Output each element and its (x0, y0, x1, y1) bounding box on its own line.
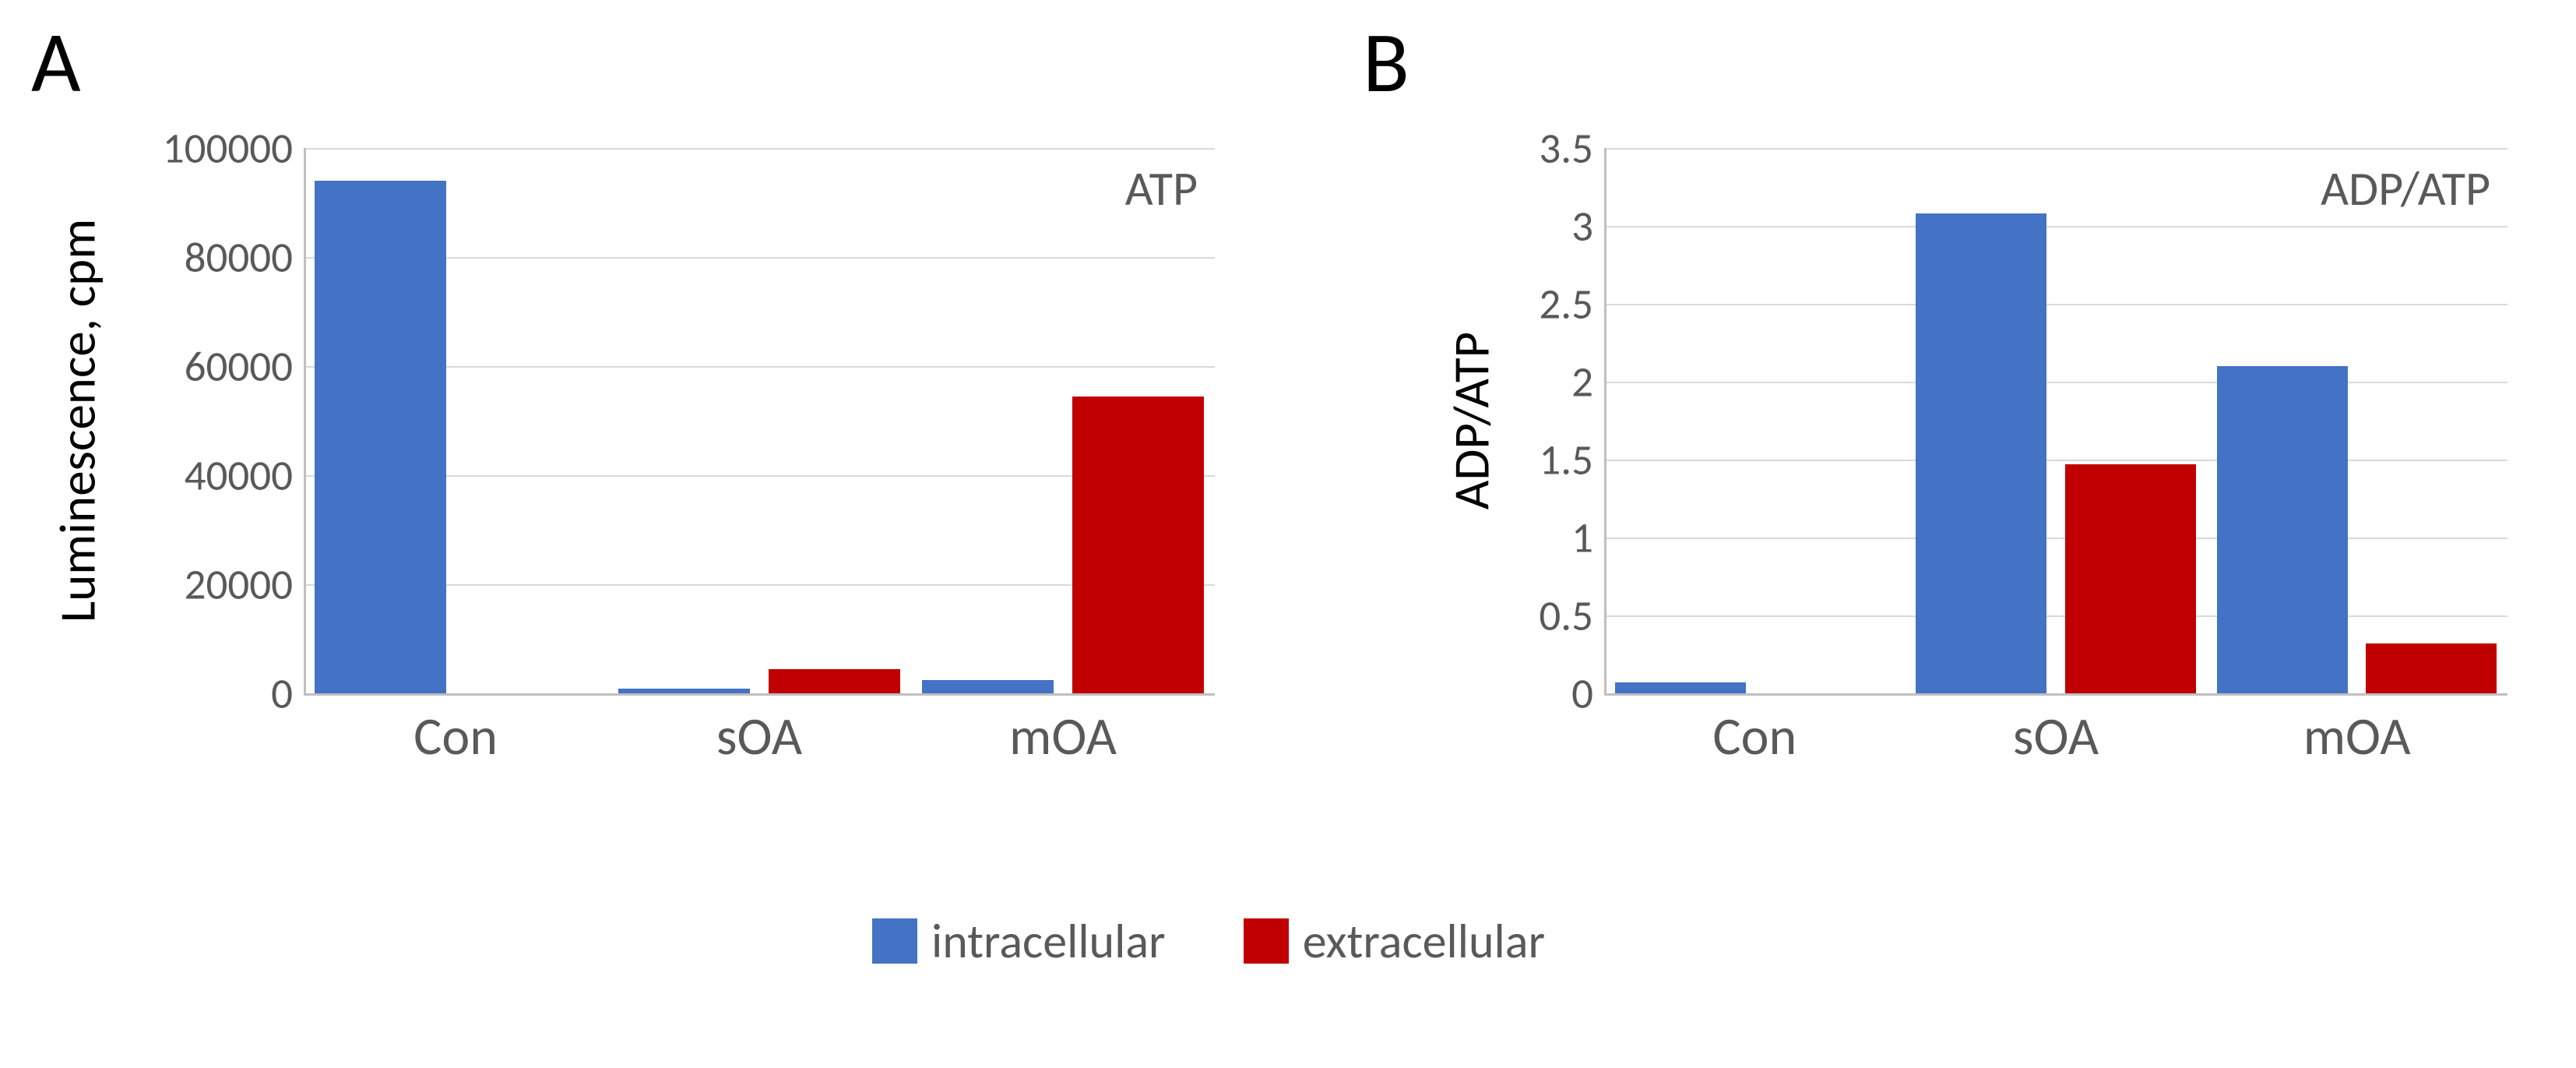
legend-label: intracellular (931, 911, 1166, 971)
ytick-label: 20000 (185, 559, 304, 611)
ytick-label: 0 (1571, 668, 1604, 720)
ytick-label: 3 (1571, 200, 1604, 252)
legend-item: intracellular (872, 911, 1166, 971)
bar (1072, 397, 1205, 694)
x-axis-line (304, 693, 1215, 696)
xtick-label: mOA (2303, 693, 2411, 769)
bar (2217, 366, 2348, 693)
ytick-label: 40000 (185, 449, 304, 502)
chart-b-frame: ADP/ATP 00.511.522.533.5ConsOAmOA ADP/AT… (1495, 125, 2523, 763)
figure-root: A B ATP 020000400006000080000100000ConsO… (0, 0, 2576, 1068)
y-axis-line (1604, 148, 1606, 693)
x-axis-line (1604, 693, 2507, 696)
legend-item: extracellular (1244, 911, 1545, 971)
bar (1916, 213, 2046, 693)
y-axis-line (304, 148, 306, 693)
chart-b-ylabel: ADP/ATP (1441, 332, 1503, 509)
xtick-label: Con (1712, 693, 1797, 769)
bar (2366, 643, 2497, 693)
ytick-label: 100000 (163, 122, 304, 174)
panel-label-a: A (31, 9, 81, 115)
bar (922, 680, 1054, 694)
xtick-label: sOA (716, 693, 802, 769)
ytick-label: 0.5 (1539, 590, 1604, 642)
xtick-label: sOA (2013, 693, 2099, 769)
xtick-label: mOA (1009, 693, 1117, 769)
bars-layer (1604, 148, 2507, 693)
ytick-label: 3.5 (1539, 122, 1604, 174)
ytick-label: 2.5 (1539, 278, 1604, 330)
ytick-label: 0 (271, 668, 304, 720)
chart-a-ylabel: Luminescence, cpm (48, 219, 109, 623)
legend-label: extracellular (1303, 911, 1545, 971)
bars-layer (304, 148, 1215, 693)
ytick-label: 2 (1571, 356, 1604, 408)
panel-label-b: B (1363, 9, 1409, 115)
xtick-label: Con (413, 693, 498, 769)
bar (1615, 682, 1746, 693)
bar (315, 181, 447, 693)
ytick-label: 60000 (185, 340, 304, 393)
bar (769, 669, 901, 694)
ytick-label: 1 (1571, 512, 1604, 564)
bar (2065, 464, 2196, 693)
chart-b-plot-area: ADP/ATP 00.511.522.533.5ConsOAmOA (1604, 148, 2507, 693)
ytick-label: 80000 (185, 231, 304, 284)
ytick-label: 1.5 (1539, 434, 1604, 486)
chart-a-frame: ATP 020000400006000080000100000ConsOAmOA… (156, 125, 1230, 763)
legend-swatch (872, 918, 917, 964)
legend-swatch (1244, 918, 1289, 964)
figure-legend: intracellular extracellular (872, 911, 1545, 971)
chart-a-plot-area: ATP 020000400006000080000100000ConsOAmOA (304, 148, 1215, 693)
